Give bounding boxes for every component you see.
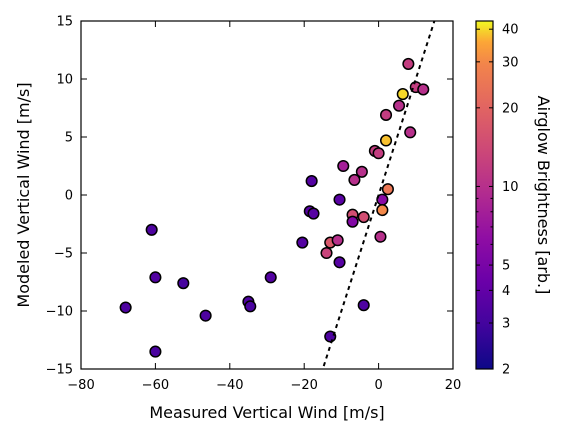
data-point xyxy=(324,330,337,343)
plot-frame xyxy=(80,20,454,370)
colorbar-gradient xyxy=(476,21,493,369)
colorbar-label: Airglow Brightness [arb.] xyxy=(534,96,553,295)
y-axis-ticks: −15 −10 −5 0 5 10 15 xyxy=(46,15,453,378)
data-point xyxy=(396,88,409,101)
data-point xyxy=(149,345,162,358)
data-point xyxy=(372,147,385,160)
x-tick-label: −40 xyxy=(216,378,243,393)
data-point xyxy=(331,234,344,247)
y-tick-label: −15 xyxy=(46,363,73,378)
data-point xyxy=(307,207,320,220)
data-point xyxy=(244,300,257,313)
data-point xyxy=(379,108,393,122)
x-tick-label: 20 xyxy=(445,378,462,393)
data-point xyxy=(296,236,309,249)
data-point xyxy=(177,277,190,290)
x-tick-label: 0 xyxy=(374,378,382,393)
colorbar-tick-label: 30 xyxy=(502,55,519,70)
data-point xyxy=(346,215,359,228)
data-point xyxy=(145,223,158,236)
colorbar-tick-label: 20 xyxy=(502,101,519,116)
data-point xyxy=(337,159,350,173)
data-point xyxy=(402,57,415,70)
data-point xyxy=(149,271,162,284)
y-tick-label: 10 xyxy=(56,73,73,88)
x-axis-ticks: −80 −60 −40 −20 0 20 xyxy=(67,21,461,393)
data-point xyxy=(404,126,417,139)
y-tick-label: −5 xyxy=(54,247,73,262)
x-tick-label: −60 xyxy=(142,378,169,393)
colorbar-tick-label: 40 xyxy=(502,23,519,38)
data-point xyxy=(357,210,370,224)
y-tick-label: 15 xyxy=(56,15,73,30)
data-point xyxy=(357,299,370,312)
colorbar-tick-label: 10 xyxy=(502,180,519,195)
colorbar-tick-label: 5 xyxy=(502,259,510,274)
data-point xyxy=(374,230,387,243)
x-axis-label: Measured Vertical Wind [m/s] xyxy=(149,403,384,422)
data-point xyxy=(320,246,333,260)
data-point xyxy=(417,83,430,96)
y-tick-label: 5 xyxy=(65,131,73,146)
data-point xyxy=(333,256,346,269)
data-point xyxy=(381,183,394,196)
y-tick-label: −10 xyxy=(46,305,73,320)
data-point xyxy=(348,173,361,186)
data-point xyxy=(305,175,318,188)
data-point xyxy=(333,193,346,206)
data-point xyxy=(264,271,277,284)
colorbar-tick-label: 4 xyxy=(502,284,510,299)
data-point xyxy=(393,99,406,112)
data-points xyxy=(119,57,430,358)
data-point xyxy=(376,204,389,217)
data-point xyxy=(119,301,132,314)
colorbar-tick-label: 2 xyxy=(502,363,510,378)
colorbar-tick-label: 3 xyxy=(502,317,510,332)
x-tick-label: −20 xyxy=(290,378,317,393)
data-point xyxy=(199,309,212,322)
y-tick-label: 0 xyxy=(65,189,73,204)
y-axis-label: Modeled Vertical Wind [m/s] xyxy=(14,82,33,307)
reference-line xyxy=(321,21,436,369)
data-point xyxy=(379,134,393,147)
colorbar-ticks: 2 3 4 5 10 20 30 40 xyxy=(476,23,519,378)
x-tick-label: −80 xyxy=(67,378,94,393)
colorbar-frame xyxy=(475,20,494,370)
data-point xyxy=(355,165,368,178)
